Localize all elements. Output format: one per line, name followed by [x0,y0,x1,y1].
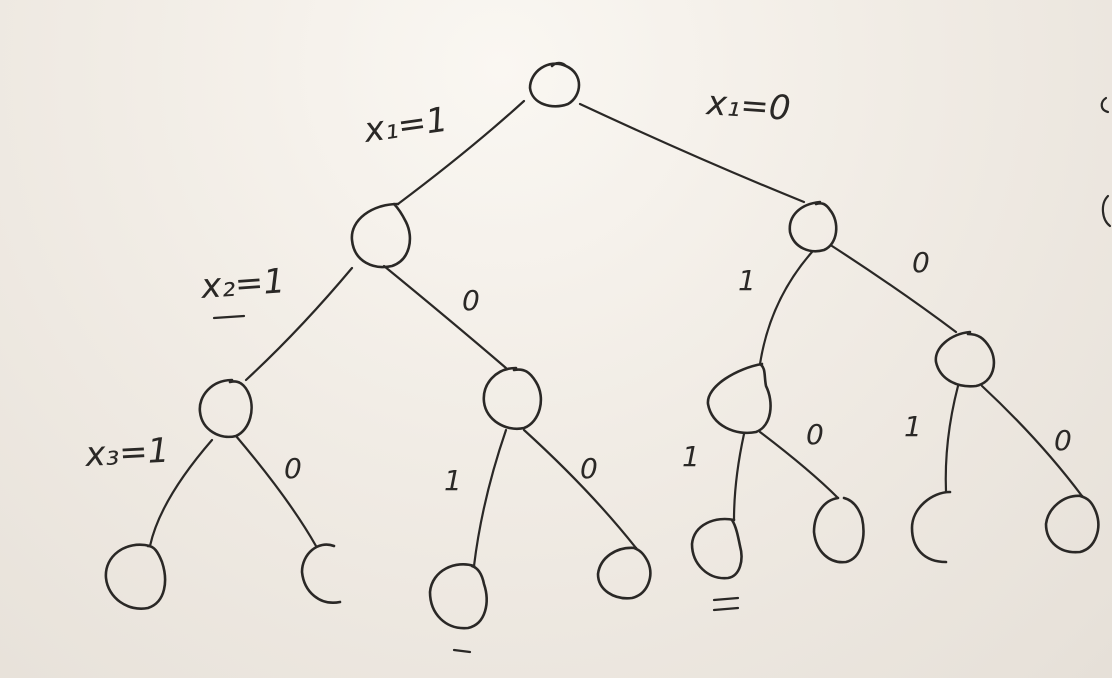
edge-rr-right [980,384,1084,498]
edge-l-left [244,266,354,382]
label-rr-right-0: 0 [1054,424,1072,457]
underline-marks [212,96,1112,654]
edge-ll-right [234,434,318,548]
underline-mark-leaf-3 [452,648,472,654]
node-root [528,61,581,108]
edge-root-left [396,99,526,206]
label-rl-left-1: 1 [682,440,700,473]
node-rl [706,362,772,435]
label-x2-equals-1: x₂=1 [199,261,286,307]
edge-rr-left [944,384,960,494]
node-l [350,202,412,269]
label-lr-left-1: 1 [444,464,462,497]
label-l-right-0: 0 [462,284,480,317]
leaf-2 [300,543,342,604]
underline-mark-leaf-5-b [712,606,740,612]
edge-l-right [382,264,508,370]
label-rr-left-1: 1 [904,410,922,443]
label-x1-equals-0: x₁=0 [704,83,791,129]
node-r [788,200,838,253]
edge-r-right [830,244,958,334]
tree-nodes [104,61,1100,630]
leaf-5 [690,517,743,580]
edge-r-left [758,250,814,366]
label-x3-equals-1: x₃=1 [83,431,170,475]
partial-glyph-edge-a [1100,96,1110,114]
edge-rl-left [732,432,746,522]
underline-mark-x2 [212,314,246,320]
edge-lr-right [522,428,638,550]
label-lr-right-0: 0 [580,452,598,485]
edge-ll-left [148,438,214,548]
node-rr [934,330,996,388]
partial-glyph-edge-b [1101,194,1112,228]
label-ll-right-0: 0 [284,452,302,485]
leaf-6 [812,496,865,564]
edge-root-right [578,102,806,204]
leaf-4 [596,546,652,600]
leaf-1 [104,543,167,610]
node-lr [482,366,543,431]
edge-lr-left [472,428,508,568]
label-r-right-0: 0 [912,246,930,279]
leaf-8 [1044,494,1100,554]
leaf-3 [428,563,488,630]
node-ll [198,378,253,439]
label-r-left-1: 1 [738,264,756,297]
edge-labels: x₁=1 x₁=0 x₂=1 0 1 0 x₃=1 0 1 0 1 0 1 0 [83,83,1071,497]
label-rl-right-0: 0 [806,418,824,451]
tree-edges [148,99,1084,568]
label-x1-equals-1: x₁=1 [361,100,451,151]
edge-rl-right [758,430,840,500]
leaf-7 [910,490,952,564]
underline-mark-leaf-5-a [712,596,740,602]
